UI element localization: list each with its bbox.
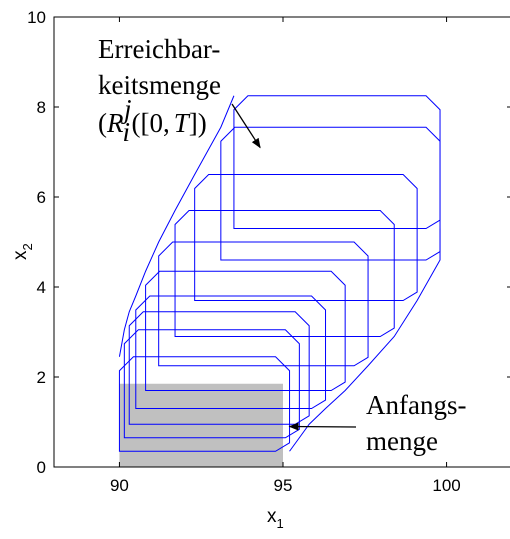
reachable-set-box xyxy=(174,210,395,337)
y-tick-label: 4 xyxy=(37,278,46,297)
annotation-initial-line1: Anfangs- xyxy=(366,390,466,420)
reachable-set-box xyxy=(135,295,327,409)
reachable-set-box xyxy=(233,95,441,229)
reachable-set-box xyxy=(118,356,291,452)
reachable-set-box xyxy=(158,241,369,367)
reachable-set-box xyxy=(128,311,310,425)
reachable-set-envelope xyxy=(118,95,235,357)
reachable-set-envelope xyxy=(289,228,441,452)
initial-set-region xyxy=(119,383,283,467)
reachable-set-box xyxy=(194,174,418,301)
plot-area: 90 95 100 0 2 4 6 8 10 xyxy=(27,8,510,495)
y-tick-label: 2 xyxy=(37,368,46,387)
annotation-initial-arrow xyxy=(288,422,357,431)
annotation-reach-arrow xyxy=(231,103,261,149)
x-tick-label: 90 xyxy=(110,476,129,495)
reachable-set-box xyxy=(145,270,346,391)
reachable-set-box xyxy=(220,126,441,261)
annotation-reach-line2: keitsmenge xyxy=(98,70,221,100)
annotation-initial-set: Anfangs- menge xyxy=(288,390,466,456)
x-tick-label: 95 xyxy=(274,476,293,495)
annotation-reachable-set: Erreichbar- keitsmenge (Rij([0, T]) xyxy=(98,34,261,149)
annotation-initial-line2: menge xyxy=(366,426,438,456)
y-tick-label: 10 xyxy=(27,8,46,27)
y-tick-label: 6 xyxy=(37,188,46,207)
y-axis-label: x2 xyxy=(10,243,35,260)
y-tick-label: 0 xyxy=(37,458,46,477)
annotation-reach-line1: Erreichbar- xyxy=(98,34,220,64)
y-tick-label: 8 xyxy=(37,98,46,117)
reachable-set-box xyxy=(123,329,300,439)
annotation-reach-formula: (Rij([0, T]) xyxy=(98,94,207,147)
x-tick-label: 100 xyxy=(432,476,460,495)
x-axis-label: x1 xyxy=(267,506,284,531)
